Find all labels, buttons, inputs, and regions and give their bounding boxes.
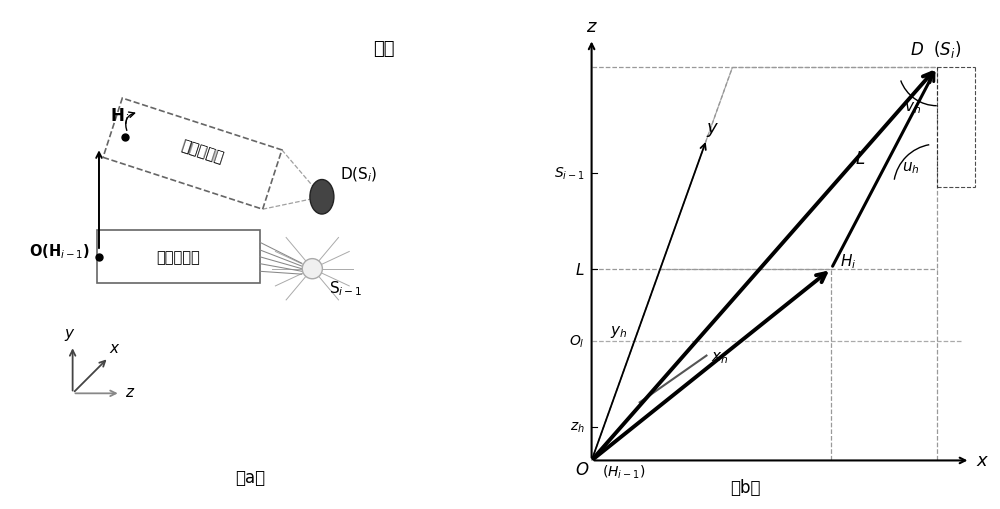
- Text: $y_h$: $y_h$: [610, 323, 627, 339]
- Text: $L$: $L$: [855, 150, 865, 168]
- Text: $S_{i-1}$: $S_{i-1}$: [554, 165, 584, 182]
- Text: （a）: （a）: [235, 468, 265, 486]
- Text: $(H_{i-1})$: $(H_{i-1})$: [602, 463, 645, 480]
- Text: 波前传感器: 波前传感器: [156, 250, 200, 265]
- Polygon shape: [103, 99, 282, 210]
- Text: （b）: （b）: [730, 477, 760, 496]
- Ellipse shape: [310, 180, 334, 215]
- Text: $x$: $x$: [976, 451, 989, 469]
- Text: D(S$_i$): D(S$_i$): [340, 165, 378, 184]
- FancyBboxPatch shape: [97, 231, 260, 284]
- Text: 像面: 像面: [373, 40, 395, 58]
- Text: x: x: [110, 340, 119, 355]
- Text: $D$  $(S_i)$: $D$ $(S_i)$: [910, 39, 962, 60]
- Text: $L$: $L$: [575, 261, 584, 277]
- Text: $y$: $y$: [706, 121, 719, 139]
- Ellipse shape: [302, 259, 322, 279]
- Text: O(H$_{i-1}$): O(H$_{i-1}$): [29, 242, 90, 261]
- Text: $H_i$: $H_i$: [840, 251, 856, 270]
- Text: y: y: [64, 325, 73, 340]
- Text: H$_i$: H$_i$: [110, 106, 129, 126]
- Text: $v_h$: $v_h$: [904, 100, 921, 116]
- Text: S$_{i-1}$: S$_{i-1}$: [329, 279, 363, 298]
- Text: $O$: $O$: [575, 460, 589, 478]
- Text: $z_h$: $z_h$: [570, 420, 584, 434]
- Text: $z$: $z$: [586, 18, 598, 36]
- Text: z: z: [125, 384, 133, 399]
- Text: $O_l$: $O_l$: [569, 333, 584, 349]
- Text: $u_h$: $u_h$: [902, 160, 919, 176]
- Text: $x_h$: $x_h$: [711, 350, 729, 365]
- Text: 波前传感器: 波前传感器: [179, 138, 225, 166]
